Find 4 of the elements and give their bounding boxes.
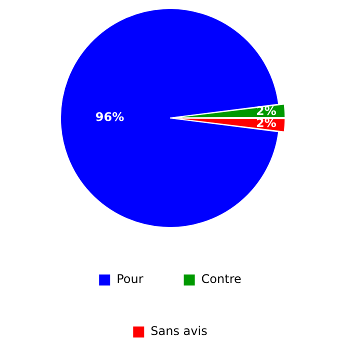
data-label: 96% xyxy=(95,110,124,124)
legend-label: Contre xyxy=(201,272,242,286)
legend-label: Pour xyxy=(116,272,144,286)
legend-label: Sans avis xyxy=(150,324,208,338)
